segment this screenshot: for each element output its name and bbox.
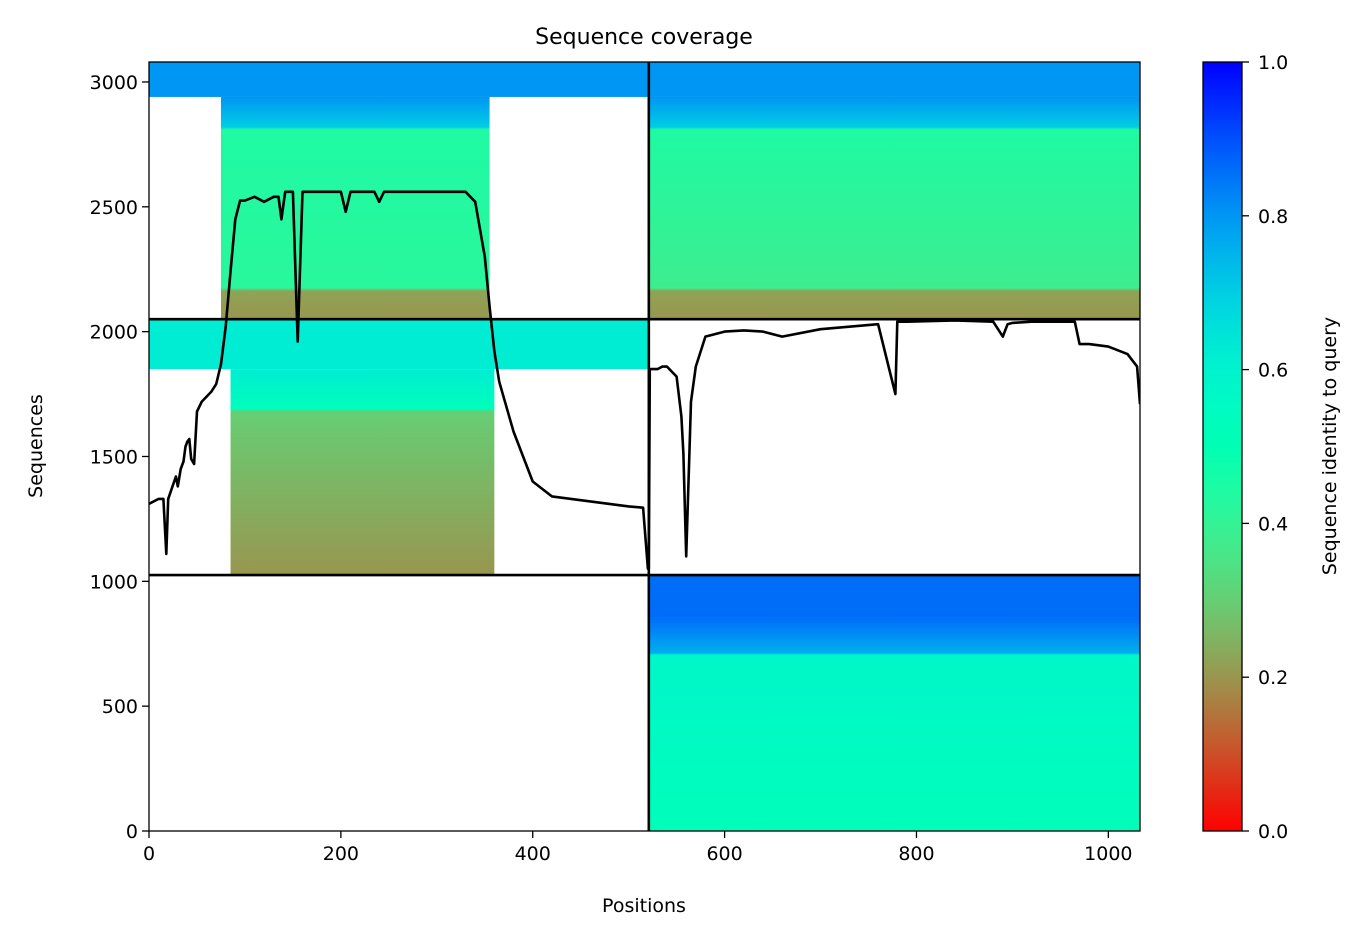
colorbar-tick-label: 0.6 — [1258, 360, 1288, 382]
x-axis-ticks: 0 200 400 600 800 1000 — [143, 831, 1133, 865]
y-axis-ticks: 0 500 1000 1500 2000 2500 3000 — [90, 72, 149, 843]
heatmap-block-top-left — [220, 96, 490, 320]
x-tick-label: 600 — [706, 843, 742, 865]
colorbar-tick-label: 0.0 — [1258, 821, 1288, 843]
colorbar-label: Sequence identity to query — [1319, 317, 1341, 575]
colorbar-tick-label: 0.4 — [1258, 513, 1288, 535]
y-tick-label: 3000 — [90, 72, 138, 94]
x-tick-label: 1000 — [1084, 843, 1132, 865]
y-tick-label: 500 — [102, 696, 138, 718]
heatmap-block-bottom-right — [648, 617, 1140, 831]
plot-area — [149, 62, 1140, 831]
heatmap-header-middle-left — [149, 319, 649, 370]
heatmap-header-top-right — [648, 62, 1140, 97]
y-axis-label: Sequences — [25, 394, 47, 498]
heatmap-header-bottom-right — [648, 575, 1140, 618]
y-tick-label: 1000 — [90, 571, 138, 593]
colorbar-ticks: 0.0 0.2 0.4 0.6 0.8 1.0 — [1242, 52, 1288, 843]
colorbar: 0.0 0.2 0.4 0.6 0.8 1.0 Sequence identity to … — [1202, 52, 1341, 843]
coverage-line — [149, 190, 1140, 571]
x-axis-label: Positions — [602, 895, 686, 917]
y-tick-label: 2500 — [90, 197, 138, 219]
colorbar-gradient — [1202, 61, 1243, 832]
y-tick-label: 0 — [126, 821, 138, 843]
x-tick-label: 200 — [323, 843, 359, 865]
plot-frame — [148, 61, 1141, 832]
x-tick-label: 800 — [898, 843, 934, 865]
coverage-heatmap — [149, 62, 1140, 831]
chart-title: Sequence coverage — [535, 25, 753, 50]
colorbar-tick-label: 0.8 — [1258, 206, 1288, 228]
y-tick-label: 1500 — [90, 446, 138, 468]
heatmap-block-middle-left — [230, 369, 495, 576]
heatmap-block-top-right — [648, 96, 1140, 320]
x-tick-label: 0 — [143, 843, 155, 865]
heatmap-header-top-left — [149, 62, 649, 97]
coverage-line-layer — [149, 190, 1140, 571]
colorbar-tick-label: 0.2 — [1258, 667, 1288, 689]
x-tick-label: 400 — [515, 843, 551, 865]
colorbar-tick-label: 1.0 — [1258, 52, 1288, 74]
y-tick-label: 2000 — [90, 322, 138, 344]
